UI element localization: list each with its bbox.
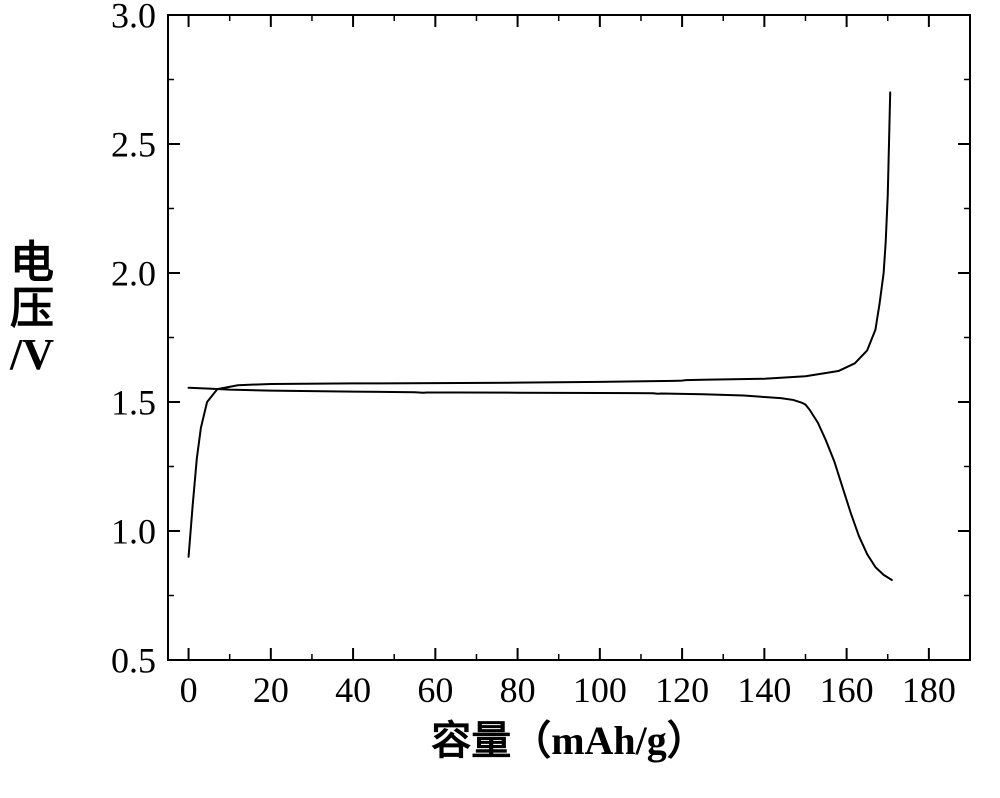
y-axis-label-line2: 压 [10, 286, 54, 332]
y-tick-label: 2.5 [111, 125, 156, 165]
series-discharge [189, 388, 892, 580]
x-tick-label: 160 [820, 670, 874, 710]
series-charge [189, 92, 891, 556]
y-axis-label-line3: /V [10, 332, 54, 378]
x-tick-label: 120 [655, 670, 709, 710]
x-tick-label: 20 [253, 670, 289, 710]
x-tick-label: 80 [500, 670, 536, 710]
x-tick-label: 140 [737, 670, 791, 710]
x-tick-label: 180 [902, 670, 956, 710]
x-tick-label: 0 [180, 670, 198, 710]
x-tick-label: 60 [417, 670, 453, 710]
chart-svg: 0 20 40 60 80 100 120 140 160 180 0.5 1.0 1.5 2.0 2.5 3… [0, 0, 1000, 798]
y-tick-label: 1.0 [111, 512, 156, 552]
y-tick-label: 1.5 [111, 383, 156, 423]
y-axis-label-line1: 电 [10, 240, 54, 286]
x-axis-label: 容量（mAh/g） [431, 718, 707, 763]
y-tick-label: 2.0 [111, 254, 156, 294]
y-axis-label: 电 压 /V [10, 240, 54, 379]
plot-border [168, 15, 970, 660]
x-tick-label: 100 [573, 670, 627, 710]
chart-container: { "chart": { "type": "line", "background… [0, 0, 1000, 798]
y-tick-label: 3.0 [111, 0, 156, 36]
x-tick-label: 40 [335, 670, 371, 710]
y-tick-label: 0.5 [111, 641, 156, 681]
